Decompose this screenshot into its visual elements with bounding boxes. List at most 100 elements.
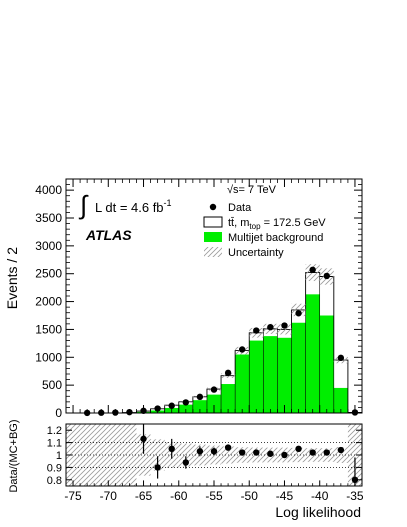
main-y-tick-label: 2500 <box>35 267 62 281</box>
data-point <box>309 266 316 274</box>
x-tick-label: -50 <box>241 489 259 503</box>
ratio-point <box>337 446 345 454</box>
legend-entry-data: Data <box>209 202 252 214</box>
legend-ttbar-label: tt̄, mtop = 172.5 GeV <box>228 217 326 231</box>
ratio-uncertainty-band <box>94 424 109 486</box>
x-tick-label: -35 <box>346 489 364 503</box>
ratio-point <box>267 450 274 457</box>
data-point <box>295 310 302 317</box>
x-tick-label: -70 <box>100 489 118 503</box>
multijet-bar <box>305 294 320 413</box>
ratio-point <box>253 449 260 456</box>
data-point <box>224 369 232 377</box>
main-y-tick-label: 2000 <box>35 295 62 309</box>
legend-entry-multijet: Multijet background <box>204 232 323 244</box>
legend-ttbar-label-main: tt̄, m <box>228 217 249 229</box>
ratio-uncertainty-band <box>66 424 81 486</box>
legend-ttbar-swatch <box>203 216 223 228</box>
ratio-point <box>140 435 147 443</box>
legend-entry-uncertainty: Uncertainty <box>204 247 284 259</box>
multijet-bar <box>221 384 236 413</box>
data-point <box>210 386 218 393</box>
main-y-tick-label: 3000 <box>35 239 62 253</box>
x-tick-label: -65 <box>135 489 153 503</box>
ratio-y-axis-title: Data/(MC+BG) <box>8 419 20 492</box>
main-y-tick-label: 4000 <box>35 183 62 197</box>
ratio-point <box>154 464 161 471</box>
data-point <box>281 322 288 329</box>
legend: Data tt̄, mtop = 172.5 GeV Multijet back… <box>203 202 326 259</box>
ratio-uncertainty-band <box>136 434 151 476</box>
ratio-point <box>196 448 204 455</box>
ratio-point <box>295 445 302 452</box>
ratio-point <box>182 459 190 466</box>
ratio-uncertainty-band <box>333 447 348 463</box>
data-point <box>323 272 330 280</box>
x-tick-label: -40 <box>311 489 329 503</box>
main-y-tick-label: 1500 <box>35 322 62 336</box>
lumi-exponent: -1 <box>164 198 172 208</box>
ratio-point <box>351 476 359 483</box>
legend-entry-ttbar: tt̄, mtop = 172.5 GeV <box>203 216 326 231</box>
legend-uncertainty-swatch <box>204 247 222 257</box>
ratio-point <box>224 444 232 451</box>
data-point <box>168 402 175 409</box>
uncertainty-band <box>291 303 306 317</box>
data-point <box>154 405 161 412</box>
multijet-bar <box>333 387 348 413</box>
ratio-point <box>309 449 316 456</box>
ratio-uncertainty-band <box>150 439 165 471</box>
ratio-y-tick-label: 1.1 <box>47 438 62 450</box>
legend-uncertainty-label: Uncertainty <box>228 247 284 259</box>
ratio-panel: 0.80.911.11.2 -75 -70 -65 -60 -55 -50 -45 -40 -3… <box>8 419 364 520</box>
data-point <box>267 324 274 331</box>
multijet-bar <box>263 336 278 413</box>
legend-ttbar-label-rest: = 172.5 GeV <box>261 217 327 229</box>
ratio-y-tick-label: 0.9 <box>47 462 62 474</box>
main-y-tick-label: 3500 <box>35 211 62 225</box>
ratio-point <box>168 445 175 452</box>
energy-label: √s= 7 TeV <box>227 184 277 196</box>
multijet-bar <box>277 337 292 413</box>
multijet-bar <box>291 322 306 413</box>
multijet-bar <box>235 354 250 413</box>
main-panel: 0 500 1000 1500 2000 2500 3000 3500 4000 Events … <box>4 178 363 420</box>
multijet-bar <box>319 315 334 413</box>
lumi-integral: ∫ <box>78 190 89 220</box>
legend-data-label: Data <box>228 202 252 214</box>
ratio-y-tick-label: 1.2 <box>47 425 62 437</box>
x-tick-label: -75 <box>64 489 82 503</box>
legend-data-marker <box>209 203 217 211</box>
x-tick-label: -45 <box>276 489 294 503</box>
x-tick-label: -60 <box>170 489 188 503</box>
uncertainty-band <box>277 324 292 335</box>
data-point <box>196 393 204 401</box>
ratio-uncertainty-band <box>108 424 123 486</box>
x-axis-title: Log likelihood <box>275 504 361 520</box>
x-tick-label: -55 <box>205 489 223 503</box>
ratio-y-tick-label: 1 <box>56 450 62 462</box>
ratio-point <box>210 448 218 455</box>
ratio-point <box>238 449 246 456</box>
main-y-tick-label: 1000 <box>35 350 62 364</box>
legend-ttbar-label-sub: top <box>249 222 261 231</box>
main-y-axis-title: Events / 2 <box>4 247 20 309</box>
ratio-uncertainty-band <box>291 447 306 463</box>
ratio-uncertainty-band <box>178 443 193 467</box>
legend-multijet-swatch <box>204 232 222 242</box>
atlas-label: ATLAS <box>85 227 132 243</box>
multijet-bar <box>192 400 207 413</box>
main-y-tick-label: 500 <box>42 378 62 392</box>
data-point <box>238 346 246 353</box>
ratio-y-tick-label: 0.8 <box>47 475 62 487</box>
lumi-label: L dt = 4.6 fb-1 <box>95 198 172 215</box>
multijet-bar <box>249 340 264 413</box>
data-point <box>182 399 190 406</box>
ratio-point <box>323 449 330 456</box>
lumi-text: L dt = 4.6 fb <box>95 200 164 215</box>
data-point <box>337 354 345 362</box>
main-y-tick-label: 0 <box>55 406 62 420</box>
legend-multijet-label: Multijet background <box>228 232 323 244</box>
ratio-point <box>281 451 288 459</box>
